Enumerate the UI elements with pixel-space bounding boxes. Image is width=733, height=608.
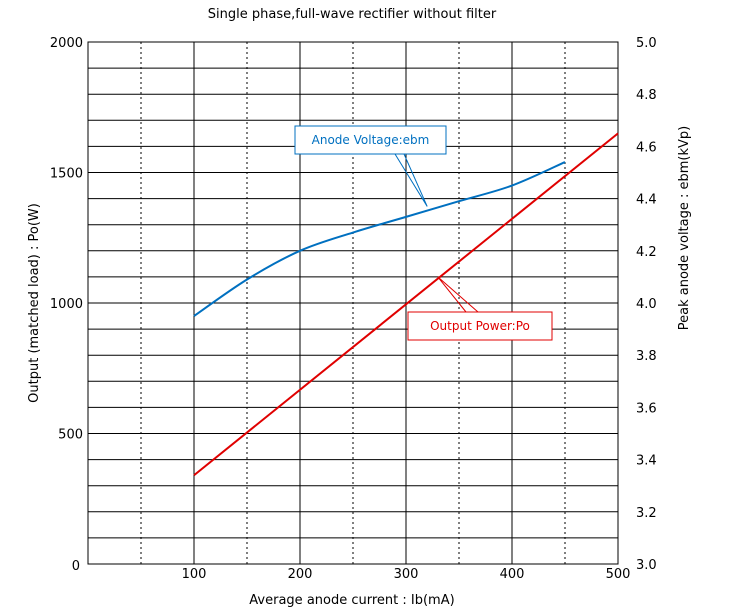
anode-voltage-callout-box <box>294 125 447 155</box>
output-power-callout-box <box>407 311 553 341</box>
y-right-tick-label: 4.0 <box>636 297 657 312</box>
anode-voltage-callout-label: Anode Voltage:ebm <box>312 133 430 147</box>
y-left-tick-label: 1000 <box>50 297 83 312</box>
x-tick-label: 200 <box>288 567 313 582</box>
y-right-tick-label: 4.4 <box>636 193 657 208</box>
y-right-tick-label: 4.8 <box>636 88 657 103</box>
x-tick-label: 100 <box>182 567 207 582</box>
y-right-tick-label: 5.0 <box>636 36 657 51</box>
anode-voltage-line <box>193 161 566 317</box>
x-tick-label: 0 <box>72 559 80 574</box>
chart-title: Single phase,full-wave rectifier without… <box>208 7 497 22</box>
anode-voltage-callout-leader <box>394 153 428 207</box>
output-power-callout-leader <box>437 276 479 313</box>
output-power-line <box>193 132 619 477</box>
y-axis-left-label: Output (matched load) : Po(W) <box>27 203 42 403</box>
x-tick-label: 500 <box>606 567 631 582</box>
y-left-tick-label: 2000 <box>50 36 83 51</box>
y-right-tick-label: 3.4 <box>636 454 657 469</box>
y-left-tick-label: 1500 <box>50 167 83 182</box>
y-right-tick-label: 3.2 <box>636 506 657 521</box>
y-right-tick-label: 3.0 <box>636 558 657 573</box>
x-tick-label: 300 <box>394 567 419 582</box>
y-right-tick-label: 3.6 <box>636 401 657 416</box>
tick-labels: 100 200 300 400 500 0 500 1000 1500 2000 3.0 3.2 3.4… <box>50 36 657 582</box>
plot-frame <box>87 41 619 565</box>
callouts: Anode Voltage:ebm Output Power:Po <box>294 125 553 341</box>
y-right-tick-label: 3.8 <box>636 349 657 364</box>
y-right-tick-label: 4.2 <box>636 245 657 260</box>
y-axis-right-label: Peak anode voltage : ebm(kVp) <box>677 126 692 331</box>
y-left-tick-label: 500 <box>58 428 83 443</box>
x-tick-label: 400 <box>500 567 525 582</box>
y-right-tick-label: 4.6 <box>636 140 657 155</box>
series-layer <box>193 132 619 477</box>
grid <box>88 42 618 564</box>
x-axis-label: Average anode current : Ib(mA) <box>249 593 454 608</box>
output-power-callout-label: Output Power:Po <box>430 319 530 333</box>
